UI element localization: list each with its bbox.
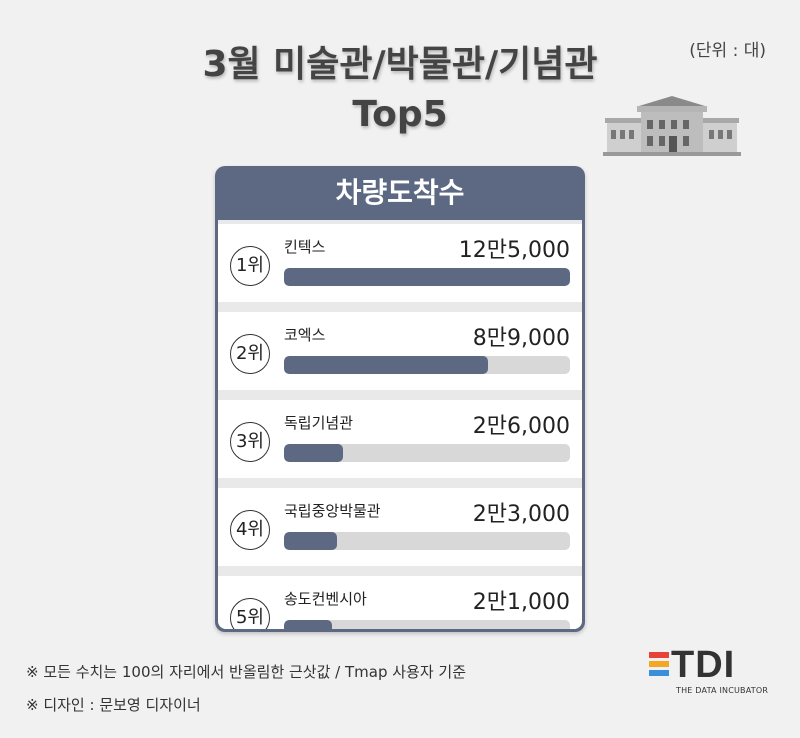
rank-badge: 1위 xyxy=(230,246,270,286)
bar-track xyxy=(284,444,570,462)
chart-title: 차량도착수 xyxy=(335,176,465,209)
footnote-rounding: ※ 모든 수치는 100의 자리에서 반올림한 근삿값 / Tmap 사용자 기… xyxy=(26,663,467,681)
rank-badge: 3위 xyxy=(230,422,270,462)
rank-badge: 5위 xyxy=(230,598,270,629)
venue-name: 코엑스 xyxy=(284,326,326,344)
bar-track xyxy=(284,356,570,374)
logo-bar-orange xyxy=(649,661,669,667)
ranking-row: 2위 코엑스 8만9,000 xyxy=(218,312,582,390)
footnote-designer: ※ 디자인 : 문보영 디자이너 xyxy=(26,696,201,714)
ranking-list: 1위 킨텍스 12만5,000 2위 코엑스 8만9,000 3위 독립기념관 2만6,000 4… xyxy=(218,220,582,629)
venue-name: 송도컨벤시아 xyxy=(284,590,367,608)
ranking-row: 3위 독립기념관 2만6,000 xyxy=(218,400,582,478)
value-label: 2만6,000 xyxy=(472,414,570,439)
page-title: 3월 미술관/박물관/기념관 Top5 xyxy=(0,40,800,140)
bar xyxy=(284,532,337,550)
museum-building-icon xyxy=(603,96,741,156)
rank-badge: 4위 xyxy=(230,510,270,550)
ranking-row: 5위 송도컨벤시아 2만1,000 xyxy=(218,576,582,629)
bar-track xyxy=(284,532,570,550)
venue-name: 독립기념관 xyxy=(284,414,354,432)
value-label: 2만3,000 xyxy=(472,502,570,527)
logo-color-bars xyxy=(649,652,669,679)
ranking-row: 4위 국립중앙박물관 2만3,000 xyxy=(218,488,582,566)
title-line-1: 3월 미술관/박물관/기념관 xyxy=(202,44,598,85)
tdi-logo: TDI THE DATA INCUBATOR xyxy=(649,644,769,700)
value-label: 12만5,000 xyxy=(458,238,570,263)
venue-name: 킨텍스 xyxy=(284,238,326,256)
logo-bar-red xyxy=(649,652,669,658)
bar xyxy=(284,444,344,462)
unit-label: (단위 : 대) xyxy=(689,41,766,61)
ranking-chart: 차량도착수 1위 킨텍스 12만5,000 2위 코엑스 8만9,000 3위 독립기념관 2만… xyxy=(215,166,585,632)
value-label: 2만1,000 xyxy=(472,590,570,615)
bar xyxy=(284,268,570,286)
bar-track xyxy=(284,268,570,286)
ranking-row: 1위 킨텍스 12만5,000 xyxy=(218,224,582,302)
bar xyxy=(284,356,488,374)
rank-badge: 2위 xyxy=(230,334,270,374)
bar-track xyxy=(284,620,570,629)
logo-bar-blue xyxy=(649,670,669,676)
value-label: 8만9,000 xyxy=(472,326,570,351)
venue-name: 국립중앙박물관 xyxy=(284,502,381,520)
bar xyxy=(284,620,333,629)
title-line-2: Top5 xyxy=(352,94,448,135)
logo-text: TDI xyxy=(671,644,736,686)
logo-subtitle: THE DATA INCUBATOR xyxy=(676,686,769,695)
